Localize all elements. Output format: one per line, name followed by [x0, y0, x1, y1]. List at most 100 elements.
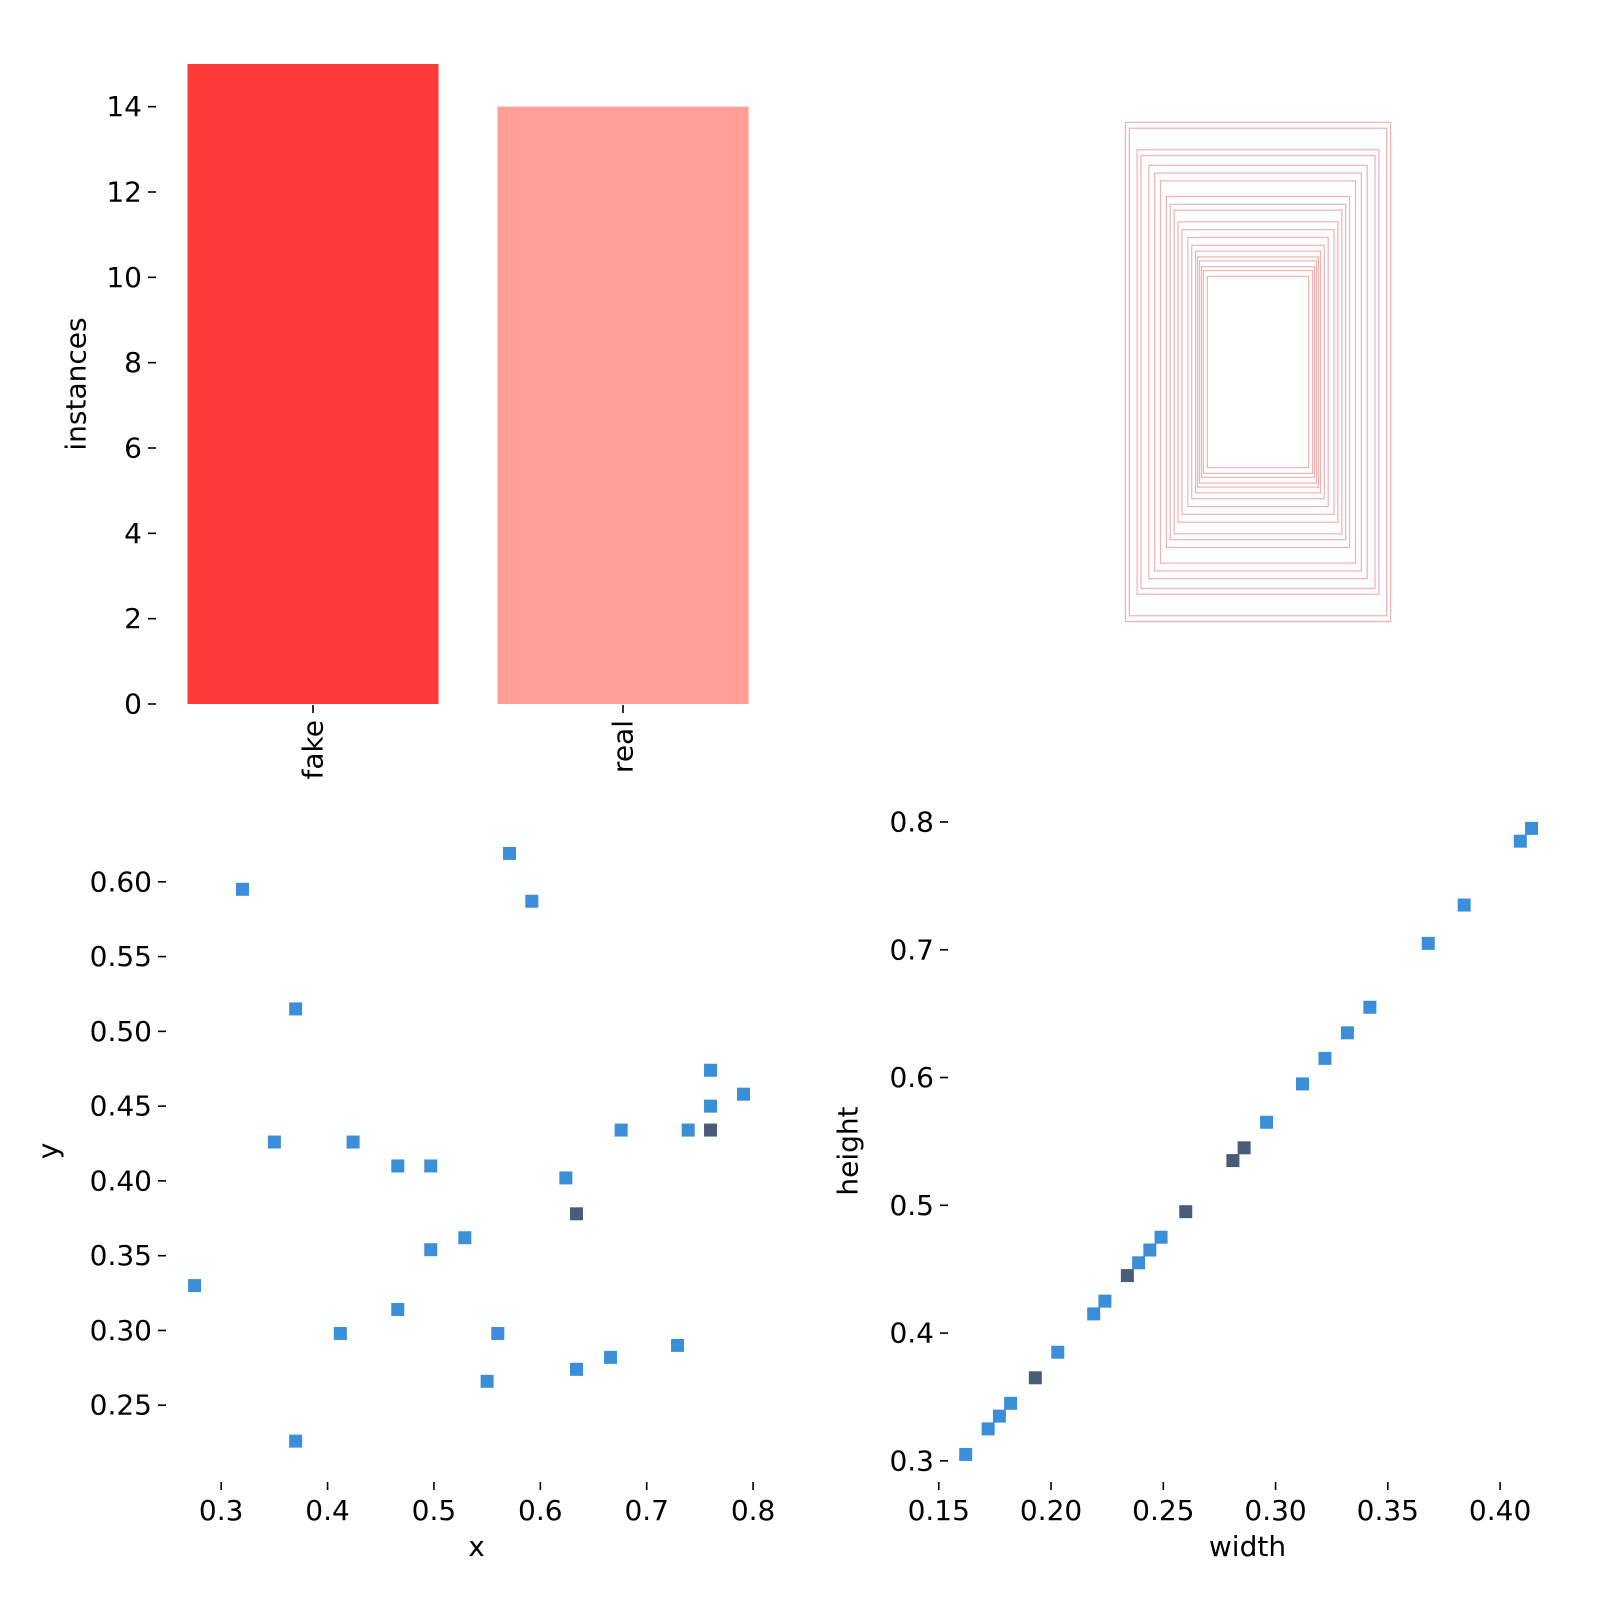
box-outline — [1198, 260, 1318, 484]
data-point — [1340, 1026, 1354, 1040]
y-tick-label: 6 — [124, 432, 142, 465]
box-outline — [1191, 244, 1325, 500]
data-point — [604, 1350, 618, 1364]
box-outline — [1136, 149, 1380, 595]
y-tick-label: 0.6 — [889, 1061, 934, 1094]
box-outline — [1181, 229, 1335, 515]
data-point — [1260, 1115, 1274, 1129]
bar-real — [497, 106, 749, 704]
x-tick-label: 0.35 — [1357, 1494, 1419, 1527]
x-axis-label: x — [468, 1530, 485, 1563]
y-axis-label: instances — [60, 317, 93, 450]
data-point — [491, 1326, 505, 1340]
y-tick-label: 0.5 — [889, 1189, 934, 1222]
x-tick-label: 0.25 — [1132, 1494, 1194, 1527]
y-tick-label: 14 — [106, 90, 142, 123]
y-tick-label: 12 — [106, 176, 142, 209]
data-point — [1363, 1000, 1377, 1014]
data-point — [1457, 898, 1471, 912]
data-point — [1296, 1077, 1310, 1091]
data-point — [458, 1231, 472, 1245]
box-outline — [1187, 236, 1329, 508]
data-point — [992, 1409, 1006, 1423]
data-point — [704, 1099, 718, 1113]
data-point — [289, 1434, 303, 1448]
y-tick-label: 0.35 — [90, 1239, 152, 1272]
data-point — [704, 1063, 718, 1077]
box-outline — [1148, 164, 1368, 580]
data-point — [1237, 1141, 1251, 1155]
data-point — [188, 1279, 202, 1293]
data-point — [1087, 1307, 1101, 1321]
box-outline — [1200, 266, 1316, 478]
box-outline — [1159, 180, 1357, 564]
data-point — [1004, 1396, 1018, 1410]
data-point — [569, 1362, 583, 1376]
y-tick-label: 2 — [124, 602, 142, 635]
y-tick-label: 0.50 — [90, 1015, 152, 1048]
data-point — [1028, 1371, 1042, 1385]
data-point — [289, 1002, 303, 1016]
x-tick-label: 0.7 — [624, 1494, 669, 1527]
box-outline — [1169, 203, 1347, 541]
x-axis-label: width — [1209, 1530, 1286, 1563]
data-point — [1051, 1345, 1065, 1359]
data-point — [1179, 1205, 1193, 1219]
x-tick-label-real: real — [607, 720, 640, 773]
box-outline — [1154, 172, 1362, 572]
data-point — [614, 1123, 628, 1137]
width-height-scatter-plot: 0.15 0.20 0.25 0.30 0.35 0.40 0.3 0.4 0.5 0.6 0.7 0… — [832, 806, 1539, 1563]
y-tick-label: 0.7 — [889, 933, 934, 966]
data-point — [1120, 1269, 1134, 1283]
box-outline — [1206, 275, 1310, 469]
x-tick-label: 0.15 — [908, 1494, 970, 1527]
y-tick-label: 4 — [124, 517, 142, 550]
y-tick-label: 0.40 — [90, 1164, 152, 1197]
data-point — [981, 1422, 995, 1436]
y-tick-label: 0.8 — [889, 806, 934, 839]
x-tick-label: 0.4 — [305, 1494, 350, 1527]
x-tick-label: 0.8 — [731, 1494, 776, 1527]
data-point — [569, 1207, 583, 1221]
x-tick-label: 0.3 — [199, 1494, 244, 1527]
data-point — [959, 1447, 973, 1461]
data-point — [1226, 1154, 1240, 1168]
y-axis-label: height — [832, 1106, 865, 1195]
data-point — [424, 1243, 438, 1257]
data-point — [1318, 1051, 1332, 1065]
data-point — [737, 1087, 751, 1101]
data-point — [267, 1135, 281, 1149]
x-tick-label: 0.6 — [518, 1494, 563, 1527]
instances-bar-chart: fake real 0 2 4 6 8 10 12 14 instances — [60, 64, 749, 779]
data-point — [1421, 936, 1435, 950]
box-outline — [1140, 154, 1376, 590]
data-point — [424, 1159, 438, 1173]
data-point — [391, 1159, 405, 1173]
data-point — [391, 1303, 405, 1317]
data-point — [502, 846, 516, 860]
y-tick-label: 0.4 — [889, 1317, 934, 1350]
x-tick-label: 0.30 — [1244, 1494, 1306, 1527]
data-point — [1513, 834, 1527, 848]
y-tick-label: 8 — [124, 346, 142, 379]
box-outline — [1177, 221, 1339, 523]
x-tick-label: 0.20 — [1020, 1494, 1082, 1527]
data-point — [525, 894, 539, 908]
x-tick-label: 0.5 — [412, 1494, 457, 1527]
x-tick-label: 0.40 — [1469, 1494, 1531, 1527]
data-point — [671, 1338, 685, 1352]
data-point — [1143, 1243, 1157, 1257]
box-outline — [1202, 270, 1314, 475]
data-point — [1525, 821, 1539, 835]
data-point — [1132, 1256, 1146, 1270]
y-axis-label: y — [32, 1143, 65, 1160]
y-tick-label: 0.55 — [90, 940, 152, 973]
box-outline — [1124, 121, 1392, 623]
xy-scatter-plot: 0.3 0.4 0.5 0.6 0.7 0.8 0.25 0.30 0.35 0.40 0.45 0.… — [32, 846, 776, 1563]
data-point — [346, 1135, 360, 1149]
data-point — [333, 1326, 347, 1340]
box-outline — [1165, 195, 1351, 549]
y-tick-label: 10 — [106, 261, 142, 294]
y-tick-label: 0.45 — [90, 1090, 152, 1123]
